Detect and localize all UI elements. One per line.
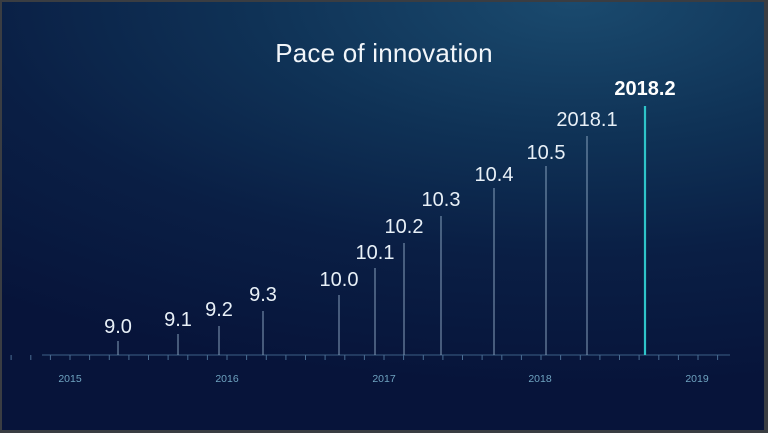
year-label: 2019 [685, 373, 709, 385]
axis-ticks [10, 355, 719, 360]
release-version-label: 9.0 [104, 316, 132, 338]
release-version-label: 10.5 [527, 142, 566, 164]
year-label: 2016 [215, 373, 239, 385]
release-version-label: 10.0 [320, 269, 359, 291]
year-label: 2018 [528, 373, 552, 385]
release-version-label: 9.1 [164, 309, 192, 331]
release-version-label: 9.2 [205, 299, 233, 321]
release-version-label: 10.4 [475, 164, 514, 186]
year-labels: 2015 2016 2017 2018 2019 [58, 373, 709, 385]
release-version-label: 9.3 [249, 284, 277, 306]
year-label: 2015 [58, 373, 82, 385]
year-label: 2017 [372, 373, 396, 385]
release-labels: 9.0 9.1 9.2 9.3 10.0 10.1 10.2 10.3 10.4 10.5 2018… [104, 78, 675, 338]
release-version-label: 2018.2 [614, 78, 675, 100]
release-version-label: 10.1 [356, 242, 395, 264]
release-version-label: 2018.1 [556, 109, 617, 131]
chart-title: Pace of innovation [275, 38, 493, 68]
release-stems [117, 106, 647, 355]
release-version-label: 10.3 [422, 189, 461, 211]
release-version-label: 10.2 [385, 216, 424, 238]
